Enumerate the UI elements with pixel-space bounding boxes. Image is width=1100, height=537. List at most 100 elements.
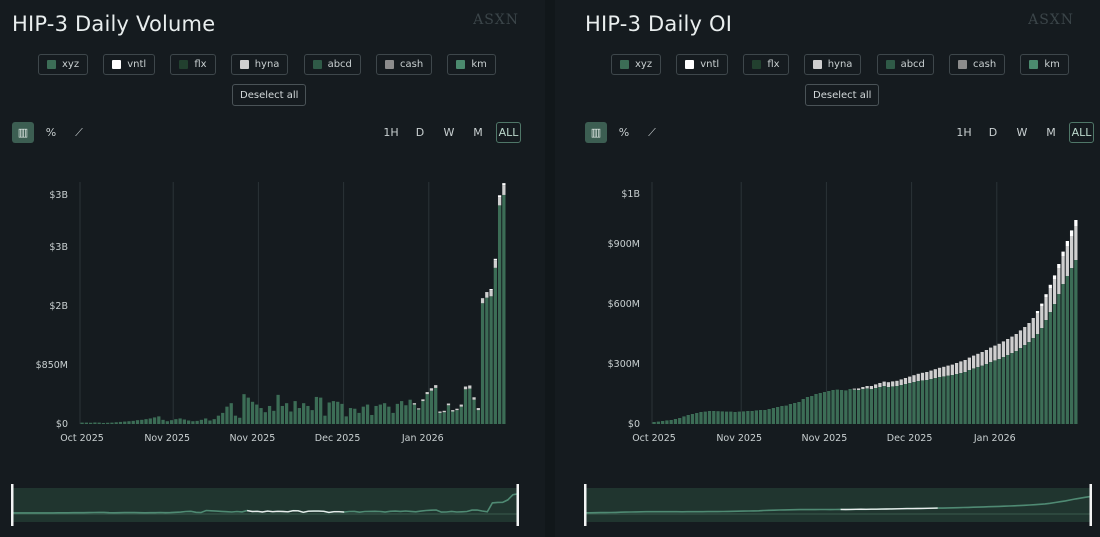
legend-item-flx[interactable]: flx [170, 54, 216, 75]
bar-xyz [976, 367, 980, 424]
bar-xyz [370, 414, 374, 424]
line-chart-icon[interactable]: ⟋ [648, 125, 656, 139]
bar-vntl [1057, 264, 1061, 268]
bar-xyz [729, 411, 733, 424]
bar-hyna [933, 369, 937, 378]
percent-icon[interactable]: % [45, 126, 57, 139]
legend-item-abcd[interactable]: abcd [876, 54, 934, 75]
bar-vntl [1061, 251, 1065, 256]
bar-xyz [310, 410, 314, 424]
bar-xyz [733, 412, 737, 424]
range-1h-button[interactable]: 1H [956, 126, 972, 139]
range-m-button[interactable]: M [473, 126, 483, 139]
volume-panel: HIP-3 Daily Volume ASXN xyz vntl flx hyn… [0, 0, 545, 537]
bar-hyna [1018, 330, 1023, 348]
bar-xyz [780, 406, 784, 424]
legend-item-hyna[interactable]: hyna [803, 54, 862, 75]
legend-item-vntl[interactable]: vntl [103, 54, 156, 75]
navigator-highlight-line [840, 507, 938, 511]
legend-item-km[interactable]: km [1020, 54, 1069, 75]
bar-xyz [216, 415, 221, 424]
range-m-button[interactable]: M [1046, 126, 1056, 139]
view-toolbar: ▥ % ⟋ [585, 122, 663, 143]
bar-hyna [421, 399, 425, 402]
bar-xyz [387, 406, 391, 424]
range-navigator[interactable] [0, 480, 545, 537]
bar-xyz [673, 419, 678, 424]
bar-xyz [720, 411, 724, 424]
legend-swatch [752, 60, 762, 69]
bar-xyz [267, 405, 272, 424]
percent-icon[interactable]: % [618, 126, 630, 139]
bar-xyz [255, 404, 259, 424]
range-navigator[interactable] [555, 480, 1100, 537]
legend-item-abcd[interactable]: abcd [303, 54, 361, 75]
navigator-window [12, 488, 518, 522]
bar-hyna [895, 380, 899, 386]
legend-item-cash[interactable]: cash [949, 54, 1006, 75]
bar-chart-icon[interactable]: ▥ [12, 122, 34, 143]
legend-swatch [239, 60, 249, 69]
legend-item-xyz[interactable]: xyz [611, 54, 662, 75]
bar-xyz [891, 386, 895, 424]
bar-hyna [493, 260, 497, 268]
bar-hyna [455, 408, 459, 411]
bar-vntl [1035, 311, 1040, 313]
bar-xyz [856, 390, 861, 424]
range-d-button[interactable]: D [415, 126, 425, 139]
legend-swatch [958, 60, 968, 69]
legend-item-xyz[interactable]: xyz [38, 54, 89, 75]
range-1h-button[interactable]: 1H [383, 126, 399, 139]
deselect-all-button[interactable]: Deselect all [232, 84, 307, 106]
chart-title: HIP-3 Daily Volume [12, 12, 216, 36]
bar-chart-icon[interactable]: ▥ [585, 122, 607, 143]
bar-xyz [118, 421, 123, 424]
bar-xyz [502, 194, 506, 424]
bar-xyz [382, 403, 387, 424]
bar-xyz [165, 421, 169, 424]
bar-xyz [690, 414, 695, 424]
bar-hyna [963, 360, 967, 372]
bar-xyz [827, 391, 831, 424]
bar-hyna [497, 197, 502, 206]
bar-xyz [1044, 320, 1048, 424]
bar-xyz [950, 375, 954, 424]
y-tick-label: $300M [608, 359, 640, 370]
bar-hyna [459, 404, 463, 407]
bar-xyz [874, 388, 878, 424]
bar-vntl [497, 195, 502, 198]
deselect-all-button[interactable]: Deselect all [805, 84, 880, 106]
bar-hyna [954, 363, 959, 374]
bar-hyna [1044, 297, 1048, 320]
bar-xyz [750, 411, 754, 424]
bar-xyz [656, 421, 661, 424]
bar-xyz [912, 382, 916, 424]
legend-item-km[interactable]: km [447, 54, 496, 75]
bar-hyna [946, 365, 950, 376]
bar-hyna [1069, 236, 1074, 268]
bar-xyz [340, 403, 344, 424]
bar-xyz [476, 410, 480, 424]
bar-hyna [997, 343, 1001, 359]
legend-swatch [456, 60, 466, 69]
range-w-button[interactable]: W [443, 126, 455, 139]
bar-hyna [1065, 246, 1069, 276]
range-d-button[interactable]: D [988, 126, 998, 139]
bar-hyna [472, 397, 476, 400]
bar-xyz [327, 402, 331, 424]
bar-hyna [980, 352, 984, 366]
range-all-button[interactable]: ALL [496, 122, 521, 143]
legend-item-vntl[interactable]: vntl [676, 54, 729, 75]
range-all-button[interactable]: ALL [1069, 122, 1094, 143]
bar-xyz [421, 401, 425, 424]
bar-xyz [331, 401, 336, 424]
legend-item-hyna[interactable]: hyna [230, 54, 289, 75]
bar-xyz [1065, 276, 1069, 424]
range-w-button[interactable]: W [1016, 126, 1028, 139]
bar-xyz [323, 415, 327, 424]
bar-xyz [818, 393, 822, 424]
legend-item-cash[interactable]: cash [376, 54, 433, 75]
legend-item-flx[interactable]: flx [743, 54, 789, 75]
line-chart-icon[interactable]: ⟋ [75, 125, 83, 139]
bar-xyz [306, 405, 310, 424]
